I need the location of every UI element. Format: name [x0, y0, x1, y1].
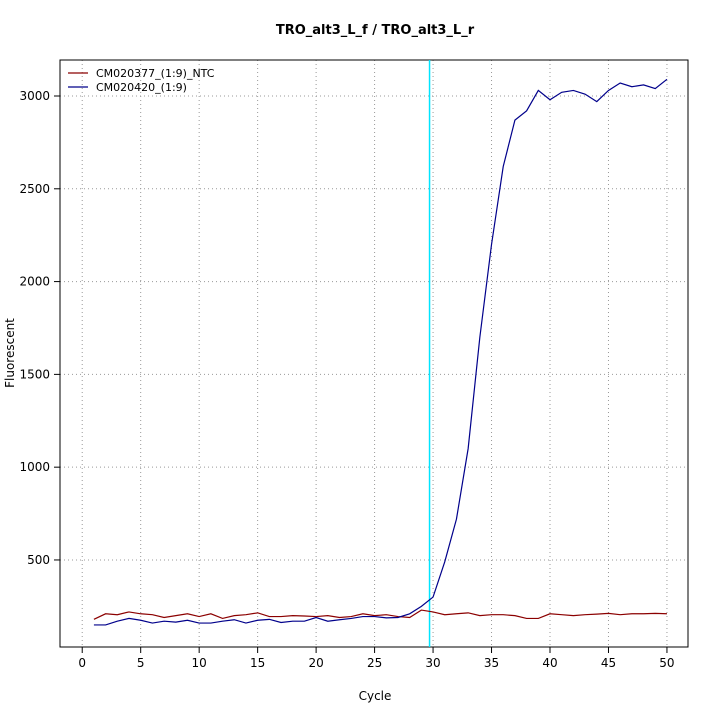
x-tick-label: 45	[601, 656, 616, 670]
x-tick-label: 15	[250, 656, 265, 670]
x-tick-label: 5	[137, 656, 145, 670]
x-axis-label: Cycle	[359, 689, 392, 703]
x-tick-label: 35	[484, 656, 499, 670]
plot-frame	[59, 59, 689, 648]
x-tick-label: 30	[425, 656, 440, 670]
y-tick-label: 3000	[19, 89, 50, 103]
chart-title: TRO_alt3_L_f / TRO_alt3_L_r	[276, 23, 475, 38]
y-axis-label: Fluorescent	[3, 318, 17, 388]
x-tick-label: 0	[78, 656, 86, 670]
legend-label: CM020420_(1:9)	[96, 81, 187, 94]
x-tick-label: 10	[192, 656, 207, 670]
x-tick-label: 40	[542, 656, 557, 670]
legend-label: CM020377_(1:9)_NTC	[96, 67, 215, 80]
y-tick-label: 2000	[19, 275, 50, 289]
y-tick-label: 2500	[19, 182, 50, 196]
series-line	[93, 78, 668, 626]
y-tick-label: 1000	[19, 460, 50, 474]
series-line	[93, 609, 667, 620]
y-tick-label: 1500	[19, 367, 50, 381]
y-tick-label: 500	[27, 553, 50, 567]
x-tick-label: 20	[308, 656, 323, 670]
x-tick-label: 25	[367, 656, 382, 670]
x-tick-label: 50	[659, 656, 674, 670]
